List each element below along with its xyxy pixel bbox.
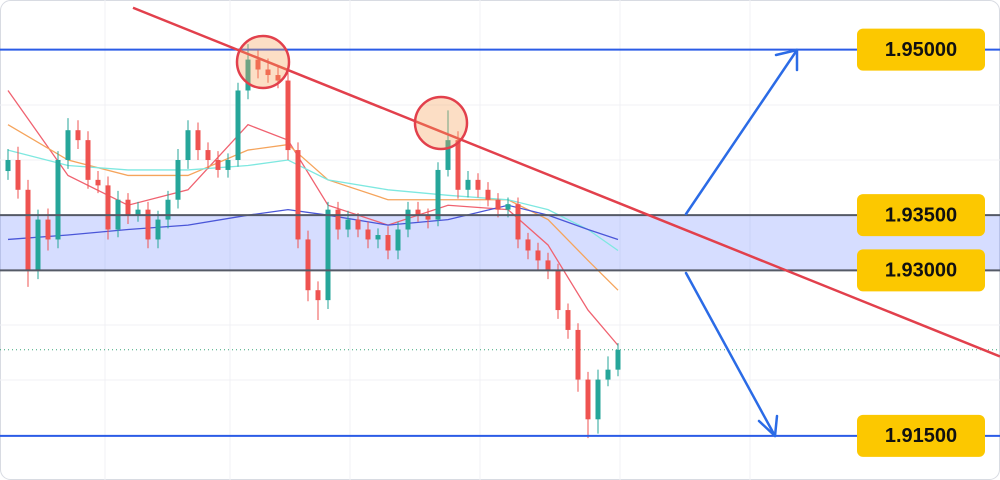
price-label: 1.93500 <box>885 204 957 226</box>
price-label-box <box>857 194 985 237</box>
candle-body <box>235 90 241 160</box>
candle-body <box>575 329 581 380</box>
candle-body <box>445 140 451 170</box>
candle-body <box>135 209 141 216</box>
candle-body <box>495 199 501 210</box>
candle-body <box>85 140 91 180</box>
candle-body <box>385 235 391 251</box>
candle-body <box>75 130 81 141</box>
candle-body <box>605 369 611 380</box>
candle-body <box>175 160 181 200</box>
candle-body <box>55 160 61 240</box>
candle-body <box>345 219 351 230</box>
candle-body <box>315 290 321 301</box>
candle-body <box>455 140 461 190</box>
candle-body <box>5 160 11 172</box>
candle-body <box>335 209 341 230</box>
candle-body <box>525 239 531 251</box>
candle-body <box>125 199 131 216</box>
candle-body <box>25 189 31 271</box>
candle-body <box>35 219 41 271</box>
candle-body <box>465 179 471 190</box>
price-label: 1.95000 <box>885 39 957 61</box>
candle-body <box>265 69 271 76</box>
candle-body <box>215 160 221 170</box>
candle-body <box>285 80 291 151</box>
candle-body <box>395 229 401 251</box>
candle-body <box>425 215 431 220</box>
candle-body <box>95 179 101 186</box>
candle-body <box>565 310 571 330</box>
support-resistance-zone <box>0 215 1000 271</box>
moving-average <box>7 149 619 252</box>
price-label: 1.91500 <box>885 425 957 447</box>
candle-body <box>585 379 591 420</box>
price-label-box <box>857 28 985 71</box>
highlight-circles <box>235 34 469 151</box>
candle-body <box>615 349 621 370</box>
price-label: 1.93000 <box>885 260 957 282</box>
candle-body <box>545 260 551 271</box>
candle-body <box>195 130 201 151</box>
candle-body <box>155 219 161 240</box>
candle-body <box>355 219 361 230</box>
candle-body <box>375 235 381 240</box>
candle-body <box>595 379 601 420</box>
candle-body <box>205 150 211 160</box>
candle-body <box>45 219 51 240</box>
candle-body <box>365 229 371 240</box>
candle-body <box>295 150 301 240</box>
candle-body <box>275 75 281 81</box>
candle-body <box>435 169 441 220</box>
candle-body <box>515 204 521 240</box>
candle-body <box>165 199 171 220</box>
candle-body <box>505 204 511 210</box>
candle-body <box>325 209 331 301</box>
candle-body <box>105 185 111 230</box>
candle-body <box>145 209 151 240</box>
candle-body <box>65 130 71 160</box>
price-label-box <box>857 249 985 292</box>
candle-body <box>245 59 251 91</box>
candle-body <box>485 189 491 200</box>
candle-body <box>255 59 261 70</box>
price-label-box <box>857 414 985 457</box>
candle-body <box>535 250 541 261</box>
candle-body <box>225 160 231 170</box>
candle-body <box>185 130 191 160</box>
candle-body <box>475 179 481 190</box>
candle-body <box>305 239 311 291</box>
candle-body <box>555 270 561 311</box>
candle-body <box>415 209 421 216</box>
candle-body <box>405 209 411 230</box>
candle-body <box>15 160 21 190</box>
trendline <box>132 6 1000 358</box>
projection-arrows <box>684 48 799 438</box>
